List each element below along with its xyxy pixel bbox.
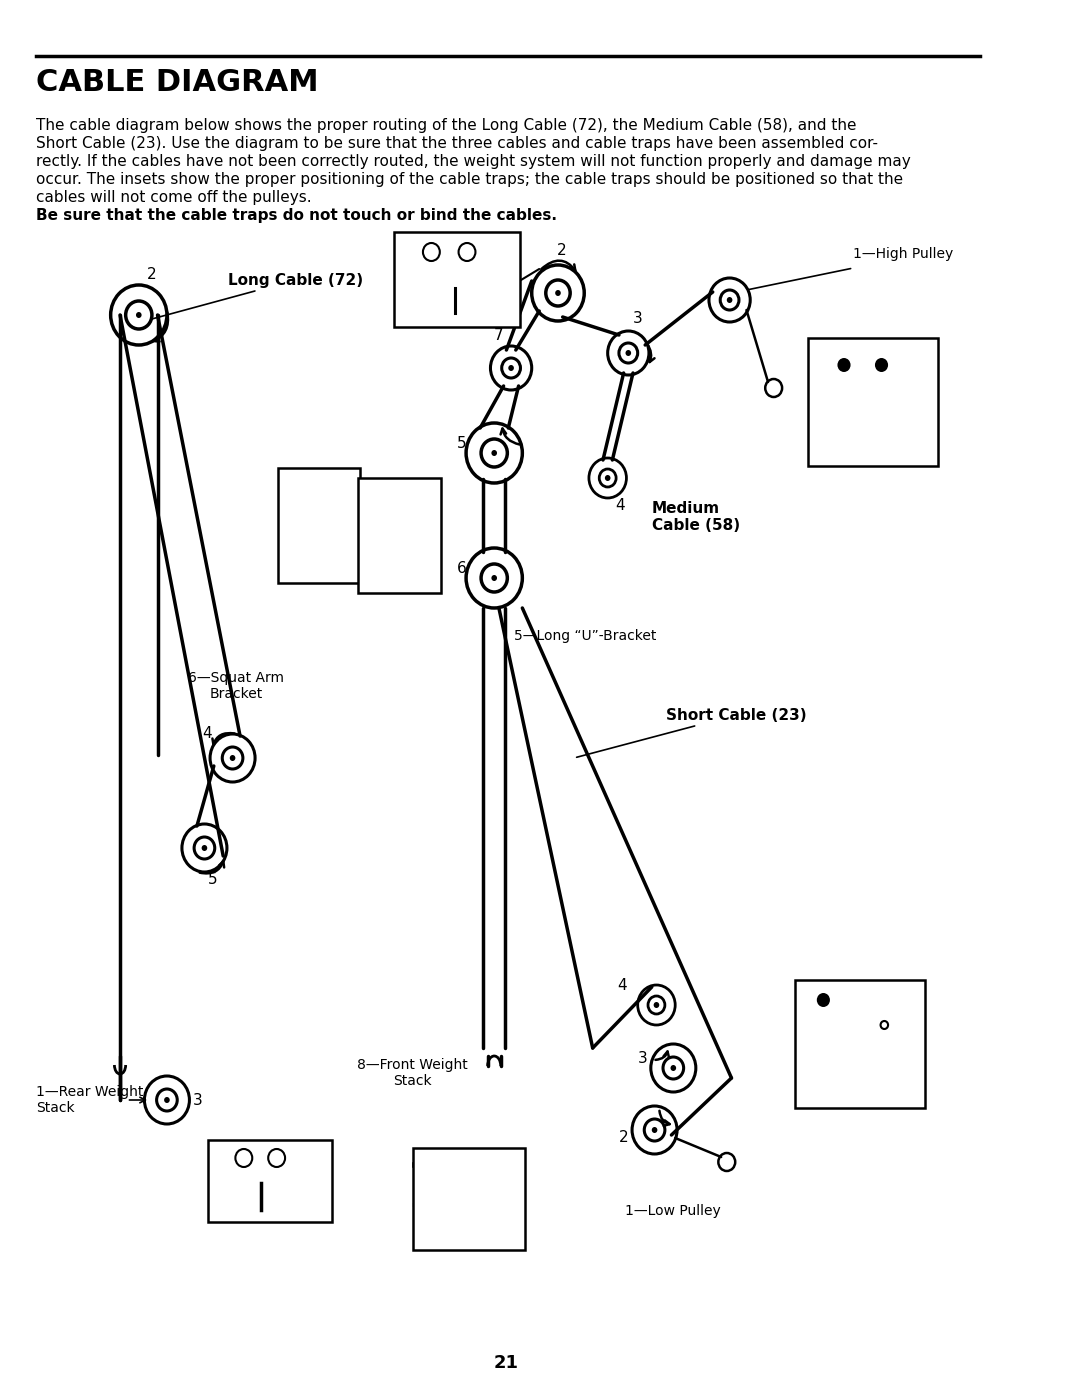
Circle shape [653,1002,659,1009]
Text: 1—Rear Weight
Stack: 1—Rear Weight Stack [36,1085,143,1115]
Text: The cable diagram below shows the proper routing of the Long Cable (72), the Med: The cable diagram below shows the proper… [36,117,856,133]
Circle shape [258,1193,264,1197]
Circle shape [202,845,207,851]
Text: 3: 3 [633,312,643,326]
Bar [795,981,924,1108]
Circle shape [453,298,457,302]
Circle shape [487,1222,491,1228]
Circle shape [837,358,851,372]
Text: Short Cable (23): Short Cable (23) [577,707,807,757]
Text: 8—Front Weight
Stack: 8—Front Weight Stack [357,1058,468,1088]
Text: TOP VIEW: TOP VIEW [834,447,910,461]
Text: cables will not come off the pulleys.: cables will not come off the pulleys. [36,190,316,205]
Text: 21: 21 [494,1354,518,1372]
Text: 1—High Pulley: 1—High Pulley [853,247,954,261]
Text: Short Cable (23). Use the diagram to be sure that the three cables and cable tra: Short Cable (23). Use the diagram to be … [36,136,878,151]
Text: CABLE DIAGRAM: CABLE DIAGRAM [36,68,319,96]
Text: Be sure that the cable traps do not touch or bind the cables.: Be sure that the cable traps do not touc… [36,208,556,224]
Text: 6: 6 [457,562,467,576]
Text: 4: 4 [203,726,212,740]
Bar [394,232,521,327]
Bar [359,478,441,592]
Text: 5—Long “U”-Bracket: 5—Long “U”-Bracket [514,629,657,643]
Circle shape [164,1097,170,1104]
Text: 3: 3 [637,1051,647,1066]
Text: 2: 2 [147,267,157,282]
Circle shape [651,1127,658,1133]
Text: 4: 4 [616,497,625,513]
Circle shape [671,1065,676,1071]
Circle shape [816,993,829,1007]
Circle shape [397,531,402,535]
Text: Long Cable (72): Long Cable (72) [151,272,363,320]
Text: 2: 2 [557,243,567,258]
Bar [808,338,937,467]
Circle shape [491,450,497,455]
Circle shape [851,1060,856,1066]
Text: 5: 5 [457,436,467,451]
Text: occur. The insets show the proper positioning of the cable traps; the cable trap: occur. The insets show the proper positi… [36,172,903,187]
Bar [413,1148,525,1250]
Text: Medium
Cable (58): Medium Cable (58) [651,500,740,534]
Circle shape [727,298,732,303]
Circle shape [446,1182,450,1187]
Text: 1—Low Pulley: 1—Low Pulley [625,1204,721,1218]
Circle shape [136,312,141,319]
Text: 4: 4 [617,978,626,993]
Circle shape [230,754,235,761]
Circle shape [605,475,610,481]
Circle shape [555,291,561,296]
Bar [278,468,360,583]
Circle shape [875,358,888,372]
Circle shape [491,576,497,581]
Text: 7: 7 [495,328,504,344]
Text: 3: 3 [193,1092,203,1108]
Text: 6—Squat Arm
Bracket: 6—Squat Arm Bracket [188,671,284,701]
Bar [208,1140,332,1222]
Circle shape [625,351,631,356]
Text: 5: 5 [208,872,218,887]
Text: rectly. If the cables have not been correctly routed, the weight system will not: rectly. If the cables have not been corr… [36,154,910,169]
Text: 2: 2 [619,1130,629,1146]
Circle shape [509,365,514,372]
Circle shape [316,517,321,522]
